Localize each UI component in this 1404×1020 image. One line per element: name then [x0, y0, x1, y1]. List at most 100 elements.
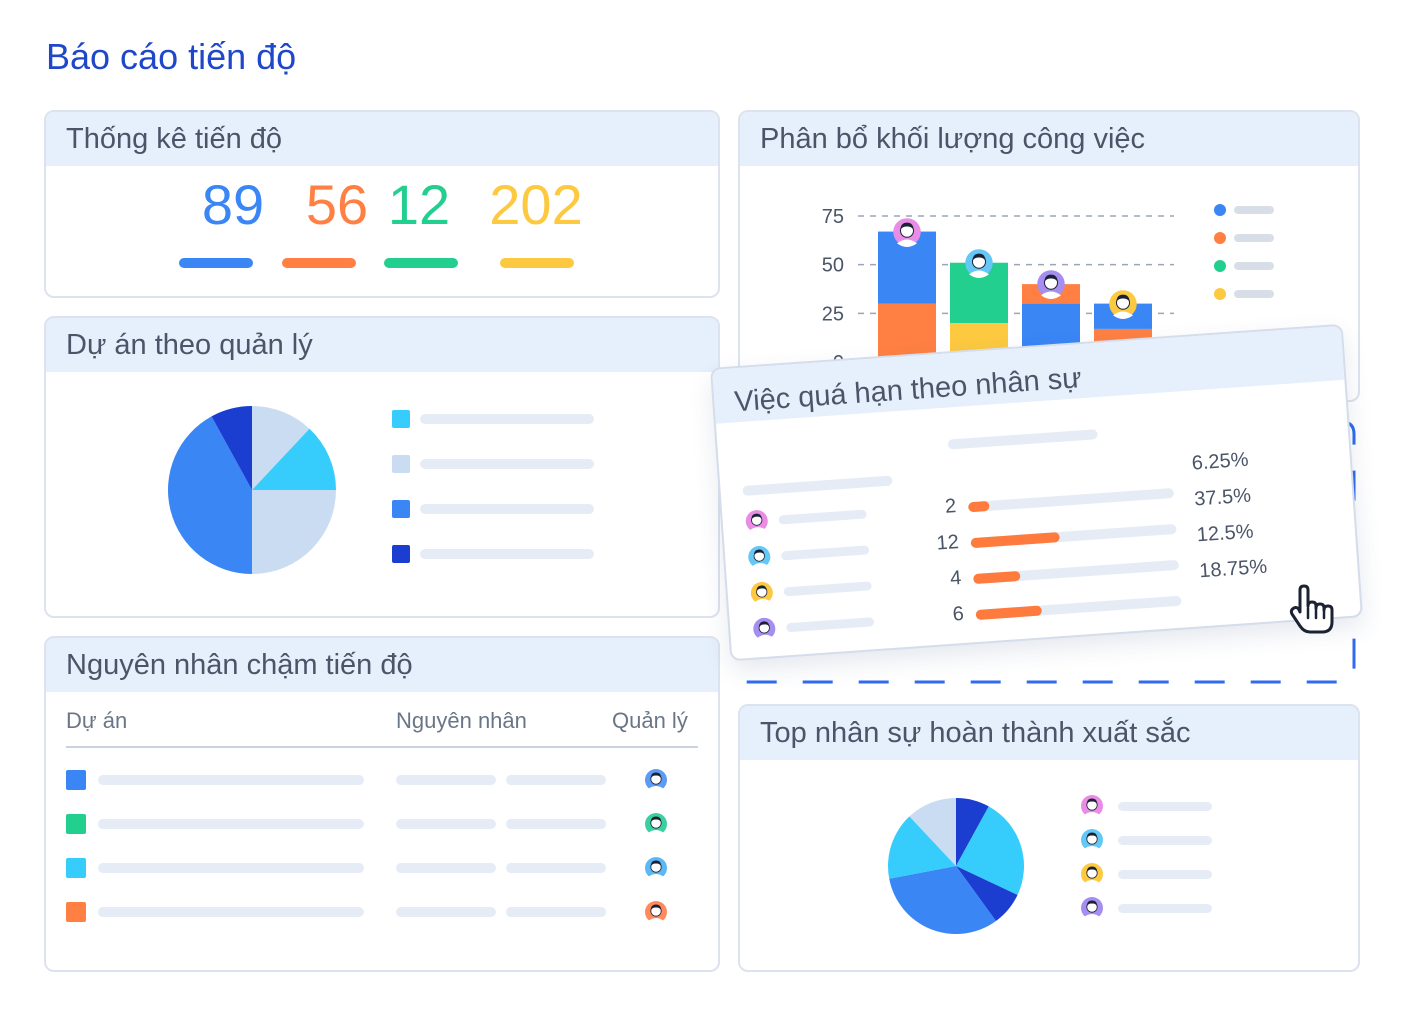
project-name-placeholder [98, 863, 364, 873]
pie-slice [888, 816, 956, 879]
legend-label-placeholder [1234, 206, 1274, 214]
legend-label-placeholder [420, 459, 594, 469]
pie-slice [956, 806, 1024, 895]
avatar [746, 544, 772, 570]
legend-label-placeholder [1234, 234, 1274, 242]
staff-name-placeholder [785, 617, 875, 633]
table-header-divider [66, 746, 698, 748]
pie-slice [909, 798, 956, 866]
legend-swatch [392, 455, 410, 473]
project-color-swatch [66, 770, 86, 790]
overdue-percent: 37.5% [1193, 484, 1252, 511]
cause-placeholder [506, 775, 606, 785]
projects-by-manager-card: Dự án theo quản lý [44, 316, 720, 618]
progress-fill [970, 532, 1060, 549]
project-name-placeholder [98, 775, 364, 785]
avatar [1080, 862, 1104, 886]
avatar [644, 812, 668, 836]
overdue-by-staff-card[interactable]: Việc quá hạn theo nhân sự 2 6.25% 12 37.5%… [710, 323, 1363, 662]
legend-swatch [392, 410, 410, 428]
avatar [744, 508, 770, 534]
stat-underline [384, 258, 458, 268]
bar-avatar [893, 217, 921, 247]
legend-label-placeholder [420, 504, 594, 514]
pie-slice [956, 866, 1018, 922]
overdue-percent: 6.25% [1191, 448, 1250, 475]
overdue-count: 6 [951, 602, 965, 626]
progress-fill [967, 500, 990, 513]
table-row[interactable] [46, 812, 718, 838]
top-staff-card: Top nhân sự hoàn thành xuất sắc [738, 704, 1360, 972]
cause-placeholder [396, 819, 496, 829]
avatar [644, 856, 668, 880]
pie-slice [956, 798, 989, 866]
cause-placeholder [396, 775, 496, 785]
stat-underline [500, 258, 574, 268]
staff-name-placeholder [1118, 870, 1212, 879]
table-row[interactable] [46, 901, 718, 926]
avatar [749, 580, 775, 606]
staff-name-placeholder [780, 545, 870, 561]
overdue-percent: 18.75% [1198, 555, 1268, 583]
legend-dot [1214, 232, 1226, 244]
bar-avatar [1109, 289, 1137, 319]
legend-dot [1214, 260, 1226, 272]
header-placeholder [947, 429, 1098, 450]
delay-causes-title: Nguyên nhân chậm tiến độ [46, 638, 718, 692]
progress-track [967, 487, 1175, 513]
top-staff-pie-chart [888, 798, 1024, 934]
staff-name-placeholder [1118, 802, 1212, 811]
project-color-swatch [66, 814, 86, 834]
overdue-percent: 12.5% [1196, 520, 1255, 547]
avatar [644, 768, 668, 792]
pie-slice [252, 428, 336, 490]
stat-value: 89 [201, 173, 265, 236]
pie-slice [252, 406, 310, 490]
pie-slice [252, 490, 336, 574]
projects-pie-chart [168, 406, 336, 574]
legend-label-placeholder [1234, 290, 1274, 298]
stat-underline [282, 258, 356, 268]
hand-cursor-icon [1289, 584, 1334, 634]
pie-slice [211, 406, 252, 490]
legend-dot [1214, 288, 1226, 300]
progress-fill [975, 605, 1043, 621]
cause-placeholder [506, 819, 606, 829]
top-staff-title: Top nhân sự hoàn thành xuất sắc [740, 706, 1358, 760]
workload-title: Phân bổ khối lượng công việc [740, 112, 1358, 166]
delay-causes-card: Nguyên nhân chậm tiến độ Dự án Nguyên nh… [44, 636, 720, 972]
overdue-count: 12 [935, 531, 960, 555]
legend-swatch [392, 545, 410, 563]
legend-label-placeholder [1234, 262, 1274, 270]
progress-stats-title: Thống kê tiến độ [46, 112, 718, 166]
staff-name-placeholder [778, 509, 867, 525]
cause-placeholder [506, 907, 606, 917]
project-color-swatch [66, 858, 86, 878]
avatar [1080, 794, 1104, 818]
overdue-count: 2 [944, 495, 958, 518]
project-name-placeholder [98, 907, 364, 917]
header-placeholder [742, 475, 893, 497]
column-header-project[interactable]: Dự án [66, 708, 128, 733]
table-row[interactable] [46, 768, 718, 794]
table-row[interactable] [46, 856, 718, 882]
staff-name-placeholder [1118, 836, 1212, 845]
project-color-swatch [66, 902, 86, 922]
overdue-count: 4 [949, 567, 963, 590]
stat-value: 202 [489, 173, 583, 236]
page-title: Báo cáo tiến độ [46, 36, 297, 77]
legend-label-placeholder [420, 549, 594, 559]
avatar [1080, 896, 1104, 920]
y-tick-label: 75 [822, 206, 844, 228]
legend-dot [1214, 204, 1226, 216]
bar-avatar [965, 248, 993, 278]
column-header-manager[interactable]: Quản lý [612, 708, 688, 733]
bar-avatar [1037, 270, 1065, 300]
stat-underline [179, 258, 253, 268]
progress-fill [973, 570, 1021, 585]
column-header-cause[interactable]: Nguyên nhân [396, 708, 527, 733]
staff-name-placeholder [783, 581, 872, 597]
legend-swatch [392, 500, 410, 518]
stat-value: 56 [305, 173, 369, 236]
staff-name-placeholder [1118, 904, 1212, 913]
